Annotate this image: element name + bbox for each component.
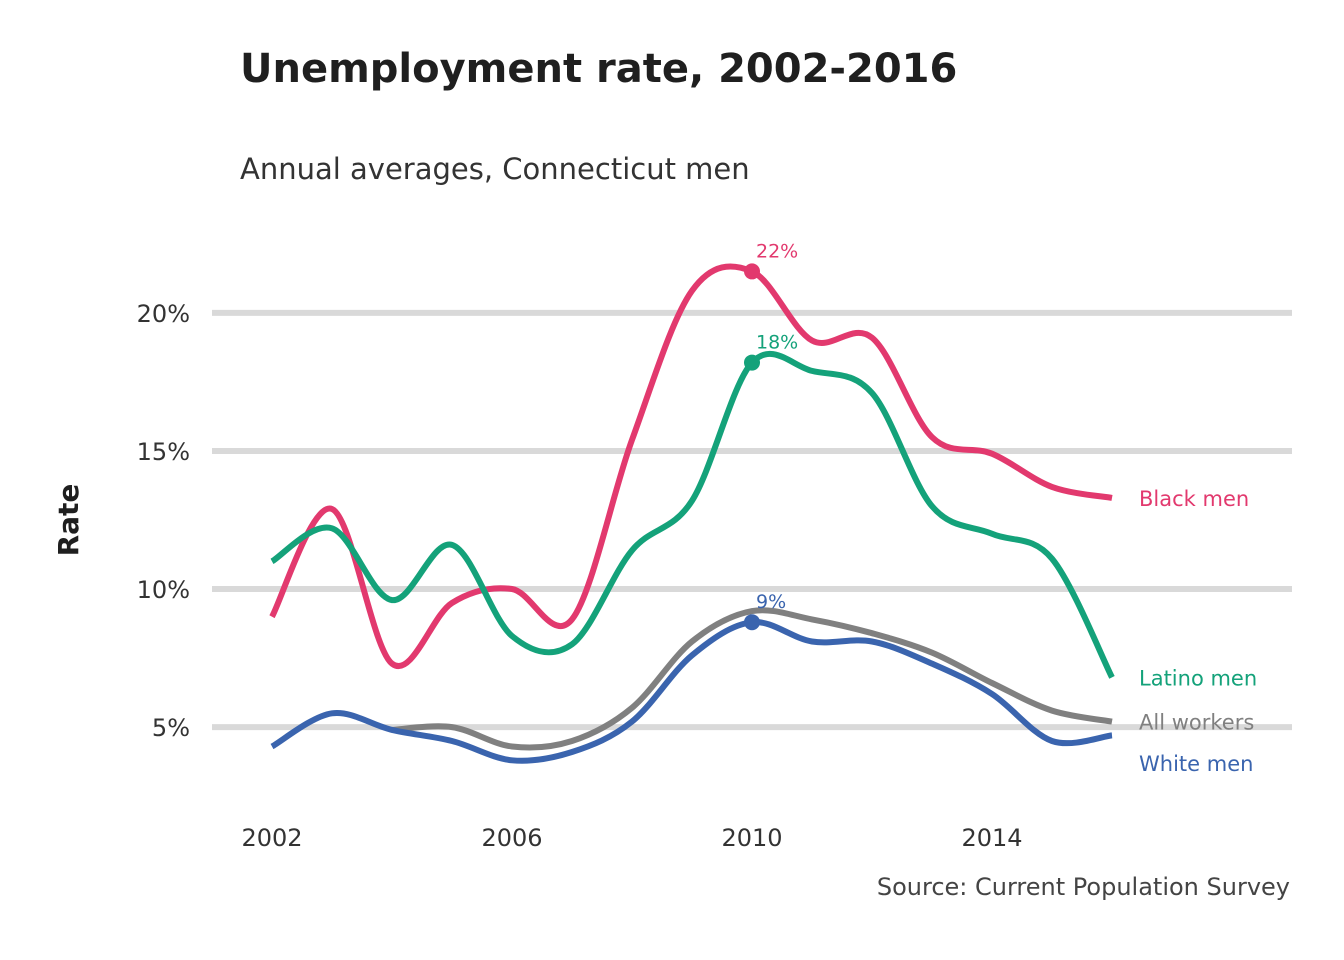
legend-label-latino: Latino men	[1139, 666, 1257, 690]
y-axis-label: Rate	[52, 484, 85, 557]
y-tick-label: 20%	[137, 300, 190, 328]
x-tick-label: 2006	[481, 824, 542, 852]
legend-label-white: White men	[1139, 752, 1253, 776]
chart-title: Unemployment rate, 2002-2016	[240, 46, 958, 92]
chart-subtitle: Annual averages, Connecticut men	[240, 152, 750, 186]
data-point-latino	[744, 354, 760, 371]
y-tick-label: 10%	[137, 576, 190, 604]
data-point-black	[744, 263, 760, 280]
data-point-white	[744, 614, 760, 631]
legend-label-black: Black men	[1139, 487, 1249, 511]
y-tick-label: 5%	[152, 714, 190, 742]
x-tick-label: 2014	[961, 824, 1022, 852]
data-label-latino: 18%	[756, 332, 798, 354]
legend-label-all: All workers	[1139, 711, 1254, 735]
series-line-black	[269, 263, 1113, 669]
series-line-all	[391, 607, 1113, 751]
x-tick-label: 2002	[241, 824, 302, 852]
series-line-latino	[270, 350, 1115, 679]
chart-source: Source: Current Population Survey	[876, 873, 1290, 901]
y-tick-label: 15%	[137, 438, 190, 466]
series-line-white	[270, 619, 1113, 764]
x-tick-label: 2010	[721, 824, 782, 852]
data-label-white: 9%	[756, 591, 786, 613]
data-label-black: 22%	[756, 240, 798, 262]
